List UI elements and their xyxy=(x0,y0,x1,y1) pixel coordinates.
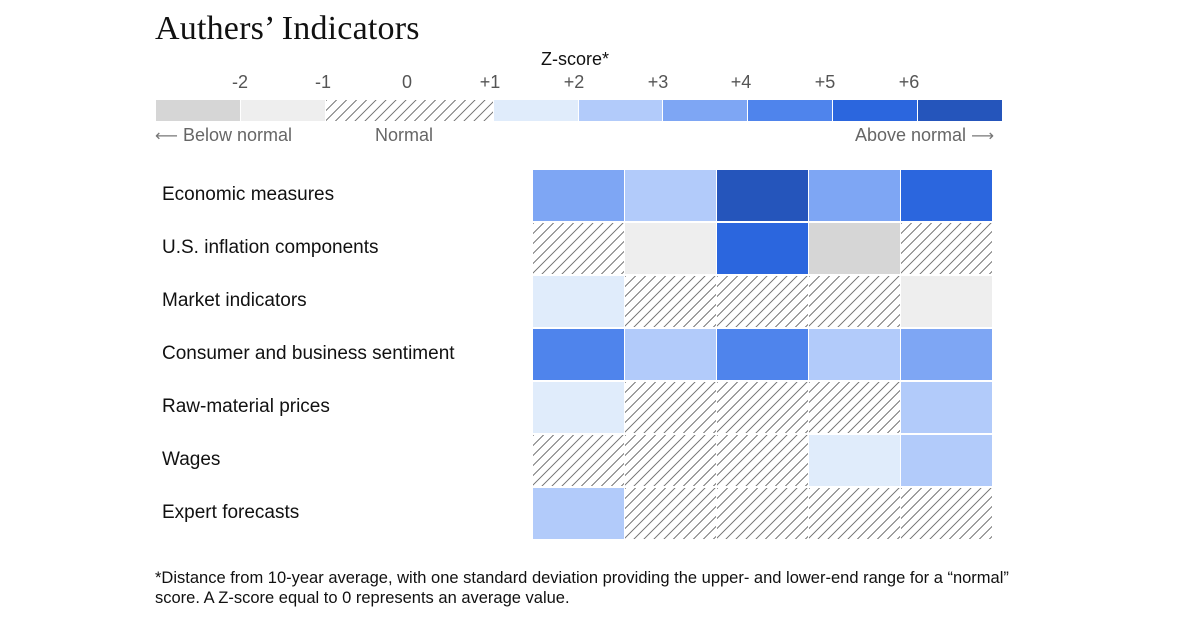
legend-tick-label: +2 xyxy=(563,72,585,92)
legend-tick-label: -2 xyxy=(231,72,248,92)
heatmap-cell xyxy=(717,170,808,221)
legend-tick-label: 0 xyxy=(401,72,412,92)
row-label: Wages xyxy=(162,449,221,470)
heatmap-cell xyxy=(533,170,624,221)
heatmap-cell xyxy=(625,223,716,274)
scale-segment xyxy=(325,100,493,121)
heatmap-cell xyxy=(809,223,900,274)
above-normal-label: Above normal ⟶ xyxy=(855,125,994,146)
heatmap-cell xyxy=(901,276,992,327)
scale-segment xyxy=(662,100,747,121)
row-label: U.S. inflation components xyxy=(162,237,379,258)
below-normal-label: ⟵ Below normal xyxy=(155,125,292,146)
heatmap-cell xyxy=(533,435,624,486)
heatmap-cell xyxy=(625,488,716,539)
normal-label: Normal xyxy=(375,125,434,145)
row-label: Market indicators xyxy=(162,290,307,311)
heatmap-cell xyxy=(809,329,900,380)
heatmap-cell xyxy=(717,488,808,539)
scale-segment xyxy=(832,100,917,121)
legend-tick-label: +5 xyxy=(814,72,836,92)
legend-title: Z-score* xyxy=(540,49,609,69)
heatmap-cell xyxy=(533,382,624,433)
legend-tick-label: +1 xyxy=(479,72,501,92)
heatmap-cell xyxy=(717,276,808,327)
row-label: Economic measures xyxy=(162,184,335,205)
scale-segment xyxy=(578,100,662,121)
heatmap-cell xyxy=(533,329,624,380)
legend-tick-label: +3 xyxy=(647,72,669,92)
heatmap-cell xyxy=(901,329,992,380)
scale-segment xyxy=(156,100,240,121)
heatmap-cell xyxy=(901,223,992,274)
heatmap-cell xyxy=(717,223,808,274)
arrow-left-icon: ⟵ xyxy=(155,128,178,145)
row-label: Raw-material prices xyxy=(162,396,330,417)
heatmap-cell xyxy=(809,276,900,327)
legend-tick-label: +6 xyxy=(898,72,920,92)
chart-title: Authers’ Indicators xyxy=(155,10,420,47)
heatmap-cell xyxy=(533,276,624,327)
heatmap-cell xyxy=(625,382,716,433)
heatmap-cell xyxy=(901,488,992,539)
row-label: Expert forecasts xyxy=(162,502,300,523)
below-normal-text: Below normal xyxy=(182,125,292,145)
heatmap-cell xyxy=(901,435,992,486)
z-score-scale-bar xyxy=(156,100,1002,121)
heatmap-cell xyxy=(625,276,716,327)
above-normal-text: Above normal xyxy=(854,125,967,145)
heatmap-cell xyxy=(809,435,900,486)
arrow-right-icon: ⟶ xyxy=(971,128,994,145)
heatmap-cell xyxy=(625,170,716,221)
scale-segment xyxy=(493,100,578,121)
heatmap-cell xyxy=(625,329,716,380)
legend-tick-label: -1 xyxy=(314,72,331,92)
heatmap-cell xyxy=(533,223,624,274)
scale-segment xyxy=(747,100,832,121)
heatmap-cell xyxy=(809,170,900,221)
heatmap-cell xyxy=(717,435,808,486)
heatmap-cell xyxy=(533,488,624,539)
heatmap-cell xyxy=(809,382,900,433)
heatmap-cell xyxy=(625,435,716,486)
heatmap-cell xyxy=(901,382,992,433)
heatmap-cell xyxy=(717,329,808,380)
heatmap-cell xyxy=(901,170,992,221)
row-label: Consumer and business sentiment xyxy=(162,343,455,364)
heatmap-cell xyxy=(717,382,808,433)
scale-segment xyxy=(917,100,1002,121)
footnote: *Distance from 10-year average, with one… xyxy=(155,569,1009,607)
heatmap-cell xyxy=(809,488,900,539)
scale-segment xyxy=(240,100,325,121)
legend-tick-label: +4 xyxy=(730,72,752,92)
